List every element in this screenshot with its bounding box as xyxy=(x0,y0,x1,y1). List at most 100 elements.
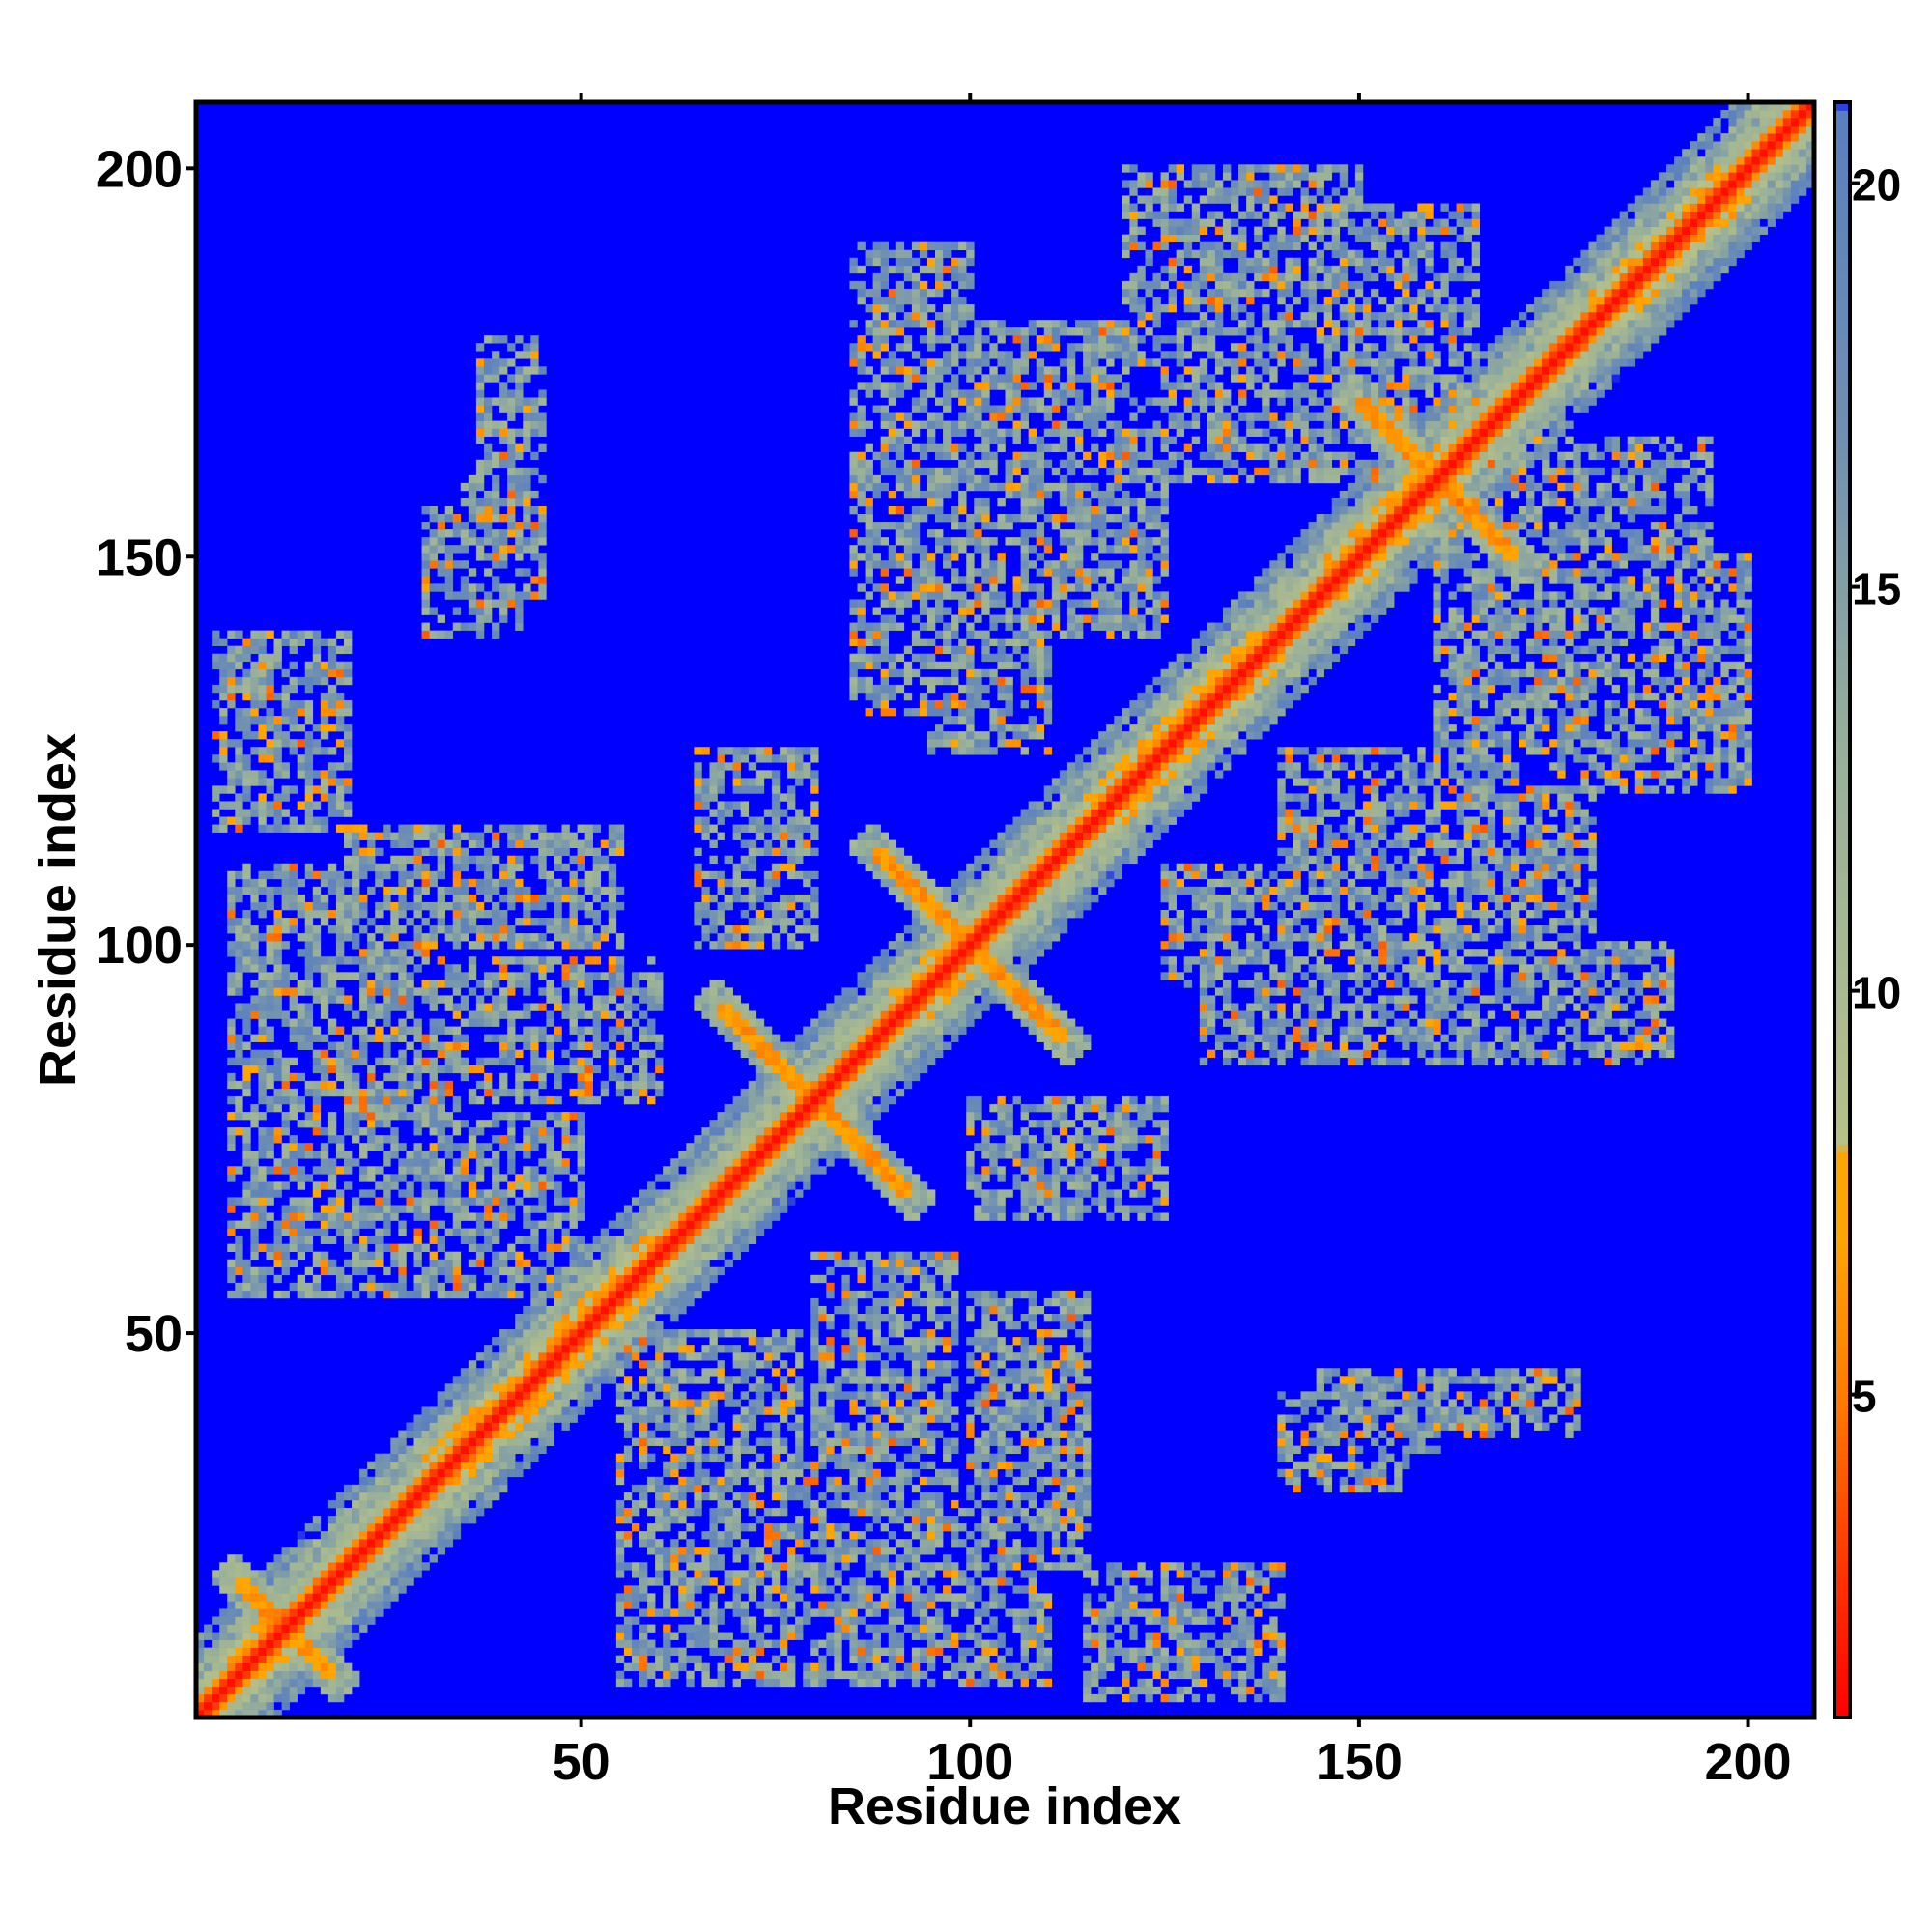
heatmap-cell xyxy=(352,1212,360,1221)
heatmap-cell xyxy=(732,894,741,903)
heatmap-cell xyxy=(413,1274,422,1284)
heatmap-cell xyxy=(615,1670,625,1680)
heatmap-cell xyxy=(258,878,267,888)
heatmap-cell xyxy=(483,553,493,561)
heatmap-cell xyxy=(709,995,718,1004)
heatmap-cell xyxy=(273,925,282,934)
heatmap-cell xyxy=(344,1554,353,1563)
heatmap-cell xyxy=(335,1655,345,1664)
heatmap-cell xyxy=(335,1577,345,1586)
heatmap-cell xyxy=(304,793,314,802)
heatmap-cell xyxy=(367,1259,376,1268)
heatmap-cell xyxy=(367,980,376,988)
heatmap-cell xyxy=(779,1197,788,1206)
heatmap-cell xyxy=(546,1399,554,1407)
heatmap-cell xyxy=(475,405,485,413)
heatmap-cell xyxy=(352,1266,360,1276)
heatmap-cell xyxy=(523,1189,531,1198)
heatmap-cell xyxy=(748,1655,757,1664)
heatmap-cell xyxy=(475,910,485,919)
heatmap-cell xyxy=(623,1337,633,1346)
heatmap-cell xyxy=(499,1010,508,1019)
heatmap-cell xyxy=(383,1212,391,1221)
heatmap-cell xyxy=(663,1297,671,1307)
heatmap-cell xyxy=(297,901,306,911)
heatmap-cell xyxy=(273,1259,282,1268)
heatmap-cell xyxy=(740,1414,750,1423)
heatmap-cell xyxy=(740,1647,750,1656)
heatmap-cell xyxy=(235,801,243,810)
heatmap-cell xyxy=(615,956,625,965)
heatmap-cell xyxy=(429,1189,438,1198)
heatmap-cell xyxy=(483,1072,493,1082)
heatmap-cell xyxy=(600,972,610,980)
heatmap-cell xyxy=(273,1601,282,1609)
heatmap-cell xyxy=(530,1297,539,1307)
heatmap-cell xyxy=(577,1166,585,1175)
heatmap-cell xyxy=(748,1360,757,1369)
heatmap-cell xyxy=(748,824,757,833)
heatmap-cell xyxy=(686,1577,695,1586)
heatmap-cell xyxy=(413,824,422,833)
heatmap-cell xyxy=(530,537,539,546)
heatmap-cell xyxy=(452,1274,462,1284)
heatmap-cell xyxy=(515,428,524,437)
heatmap-cell xyxy=(694,1476,702,1486)
heatmap-cell xyxy=(717,886,725,895)
heatmap-cell xyxy=(538,1158,547,1167)
heatmap-cell xyxy=(258,1112,267,1121)
heatmap-cell xyxy=(483,428,493,437)
heatmap-cell xyxy=(258,1624,267,1633)
heatmap-cell xyxy=(655,1337,664,1346)
heatmap-cell xyxy=(327,1639,337,1648)
heatmap-cell xyxy=(242,870,251,880)
heatmap-cell xyxy=(312,801,322,810)
heatmap-cell xyxy=(647,1360,656,1369)
heatmap-cell xyxy=(352,1531,360,1540)
heatmap-cell xyxy=(335,724,345,732)
heatmap-cell xyxy=(250,676,259,686)
heatmap-cell xyxy=(320,1608,329,1617)
heatmap-cell xyxy=(701,1352,710,1361)
heatmap-cell xyxy=(320,1088,329,1097)
heatmap-cell xyxy=(335,1220,345,1229)
heatmap-cell xyxy=(304,1585,314,1594)
heatmap-cell xyxy=(390,1476,399,1486)
heatmap-cell xyxy=(468,1236,477,1244)
heatmap-cell xyxy=(623,1531,633,1540)
heatmap-cell xyxy=(709,1678,718,1688)
heatmap-cell xyxy=(483,1391,493,1400)
heatmap-cell xyxy=(569,1376,578,1384)
heatmap-cell xyxy=(335,699,345,709)
heatmap-cell xyxy=(492,1274,500,1284)
heatmap-cell xyxy=(344,708,353,717)
heatmap-cell xyxy=(538,537,547,546)
heatmap-cell xyxy=(717,1368,725,1377)
heatmap-cell xyxy=(701,910,710,919)
heatmap-cell xyxy=(258,1282,267,1292)
heatmap-cell xyxy=(561,1243,570,1252)
heatmap-cell xyxy=(639,1670,648,1680)
heatmap-cell xyxy=(258,987,267,996)
heatmap-cell xyxy=(538,933,547,942)
heatmap-cell xyxy=(717,1632,725,1640)
heatmap-cell xyxy=(196,1678,205,1688)
heatmap-cell xyxy=(569,1274,578,1284)
heatmap-cell xyxy=(492,514,500,523)
heatmap-cell xyxy=(515,1143,524,1151)
heatmap-cell xyxy=(327,645,337,655)
heatmap-cell xyxy=(460,1399,469,1407)
heatmap-cell xyxy=(297,1174,306,1182)
heatmap-cell xyxy=(515,980,524,988)
heatmap-cell xyxy=(584,1391,593,1400)
heatmap-cell xyxy=(352,1516,360,1524)
heatmap-cell xyxy=(724,1205,733,1213)
heatmap-cell xyxy=(312,785,322,794)
heatmap-cell xyxy=(686,1251,695,1261)
heatmap-cell xyxy=(429,839,438,848)
heatmap-cell xyxy=(352,1547,360,1555)
heatmap-cell xyxy=(359,1507,368,1517)
heatmap-cell xyxy=(639,1445,648,1454)
heatmap-cell xyxy=(475,901,485,911)
heatmap-cell xyxy=(507,832,516,840)
